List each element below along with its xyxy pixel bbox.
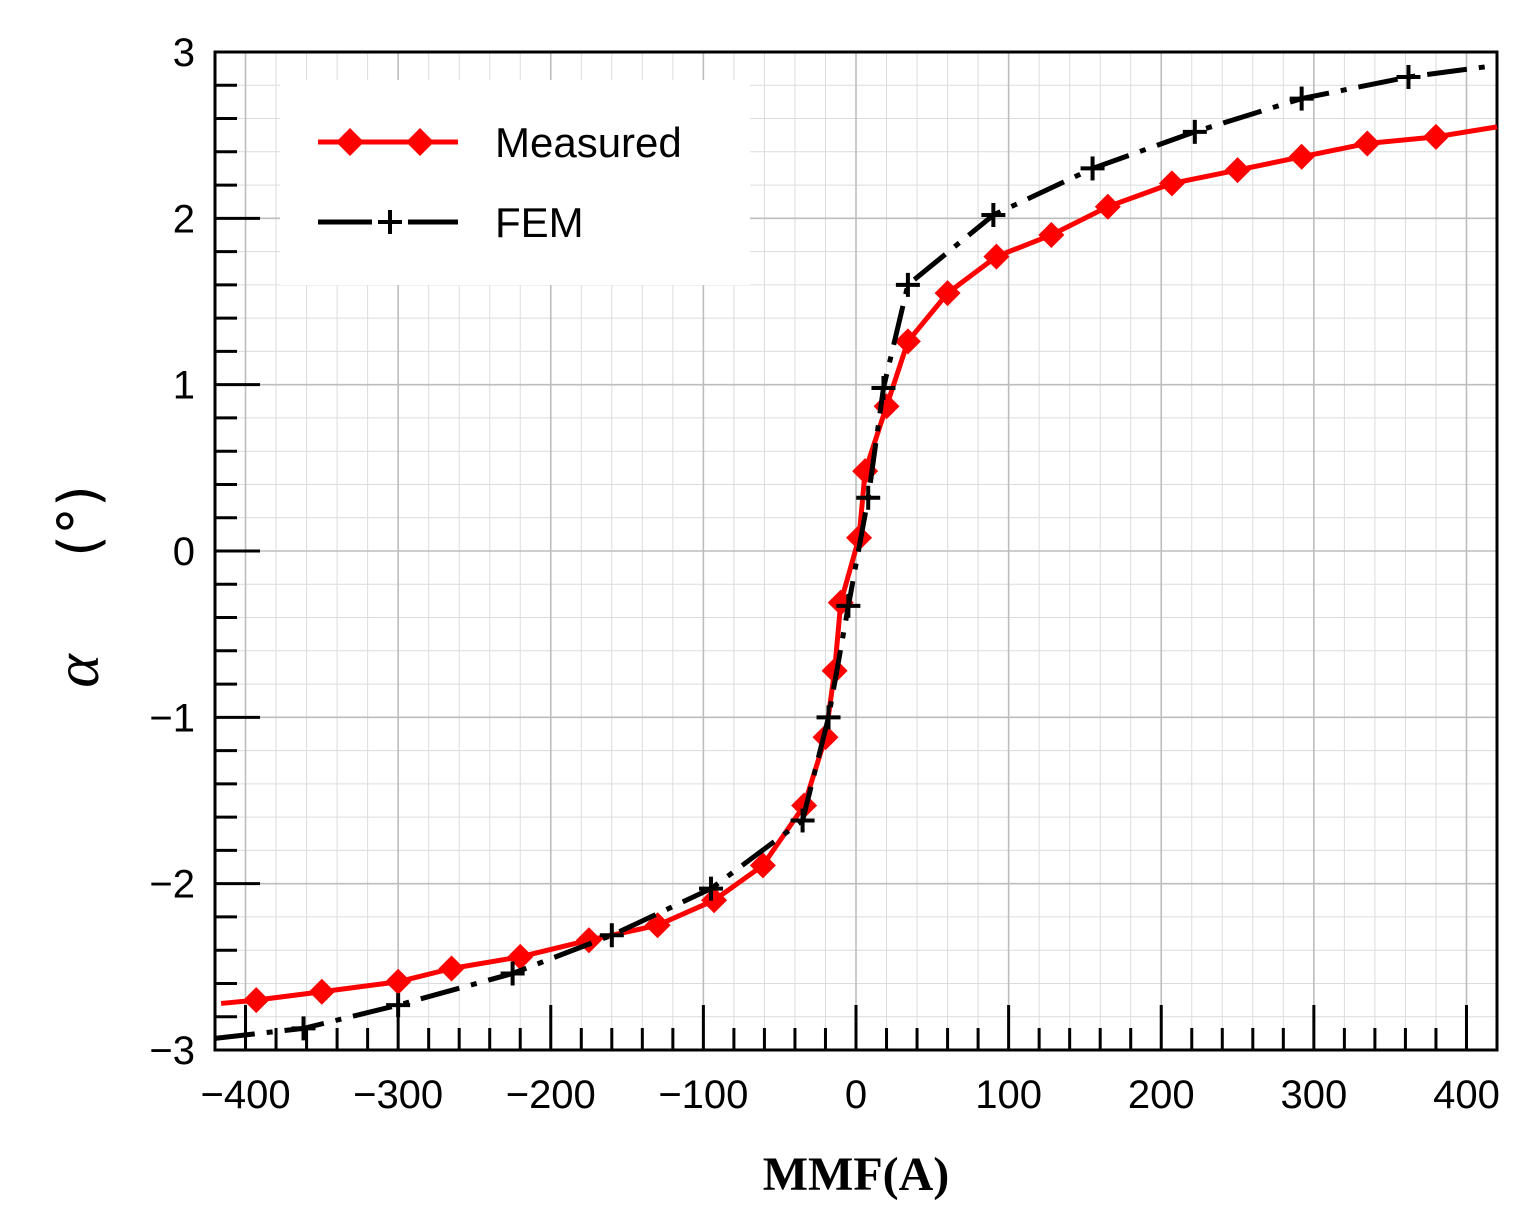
fem-point [1396, 64, 1421, 89]
axis-ticks [213, 50, 1499, 1052]
measured-point [934, 280, 961, 307]
x-tick-label: 200 [1128, 1073, 1195, 1117]
legend-measured-marker-right [406, 128, 434, 156]
x-tick-label: 300 [1280, 1073, 1347, 1117]
measured-point [894, 328, 921, 355]
legend-measured-marker-left [336, 128, 364, 156]
x-tick-labels: −400 −300 −200 −100 0 100 200 300 400 [200, 1073, 1499, 1117]
fem-point [816, 705, 841, 730]
fem-point [699, 876, 724, 901]
x-tick-label: −400 [200, 1073, 290, 1117]
y-tick-label: 1 [173, 364, 195, 408]
y-axis-label: α (°) [41, 485, 112, 688]
y-tick-label: −2 [149, 863, 195, 907]
legend-fem-marker [378, 210, 402, 234]
measured-point [438, 955, 465, 982]
measured-point [1224, 157, 1251, 184]
series-fem-line [214, 62, 1498, 1041]
fem-point [981, 203, 1006, 228]
measured-point [1094, 193, 1121, 220]
measured-point [385, 968, 412, 995]
fem-point [790, 808, 815, 833]
measured-point [308, 978, 335, 1005]
x-tick-label: −200 [506, 1073, 596, 1117]
fem-point [599, 923, 624, 948]
measured-point [1038, 221, 1065, 248]
fem-point [1080, 156, 1105, 181]
fem-point [856, 485, 881, 510]
measured-point [749, 852, 776, 879]
x-tick-label: −100 [658, 1073, 748, 1117]
fem-point [500, 961, 525, 986]
x-tick-label: 100 [975, 1073, 1042, 1117]
measured-point [983, 243, 1010, 270]
legend-box [280, 80, 750, 285]
measured-point [1158, 170, 1185, 197]
measured-point [243, 987, 270, 1014]
fem-point [1182, 119, 1207, 144]
y-tick-label: 0 [173, 530, 195, 574]
x-tick-label: 400 [1433, 1073, 1500, 1117]
y-tick-label: 2 [173, 197, 195, 241]
fem-point [1289, 86, 1314, 111]
fem-point [836, 593, 861, 618]
legend-fem-label: FEM [495, 199, 584, 246]
legend-measured-label: Measured [495, 119, 682, 166]
measured-point [701, 887, 728, 914]
legend-item-measured: Measured [318, 119, 682, 166]
x-tick-label: −300 [353, 1073, 443, 1117]
measured-point [1422, 123, 1449, 150]
legend: Measured FEM [280, 80, 750, 285]
measured-point [1288, 143, 1315, 170]
fem-point [871, 375, 896, 400]
x-axis-label: MMF(A) [763, 1148, 950, 1201]
fem-point [291, 1016, 316, 1041]
measured-point [1354, 130, 1381, 157]
y-tick-label: 3 [173, 31, 195, 75]
fem-point [895, 272, 920, 297]
y-axis-label-symbol: α [41, 653, 112, 688]
y-tick-label: −1 [149, 696, 195, 740]
y-tick-labels: −3 −2 −1 0 1 2 3 [149, 31, 195, 1073]
y-axis-label-unit: (°) [47, 485, 112, 557]
y-tick-label: −3 [149, 1029, 195, 1073]
x-tick-label: 0 [845, 1073, 867, 1117]
legend-item-fem: FEM [318, 199, 584, 246]
fem-point [386, 993, 411, 1018]
series-measured-line [220, 124, 1498, 1006]
series-layer [214, 62, 1498, 1041]
